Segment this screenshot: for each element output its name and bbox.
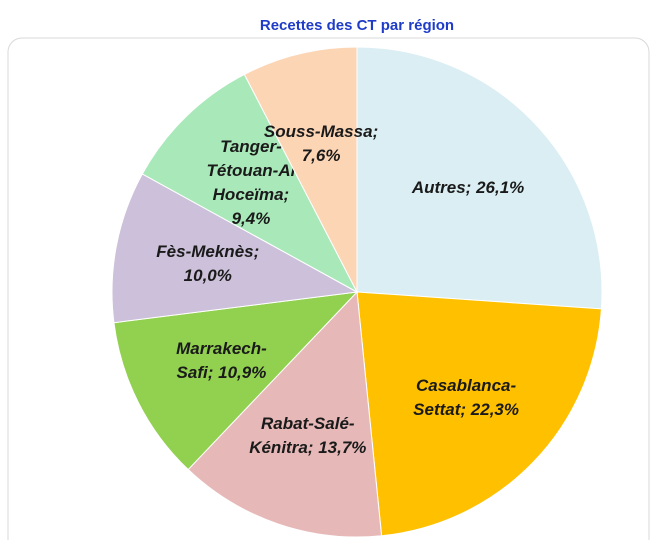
category-name: Tanger-Tétouan-Al Hoceïma xyxy=(206,137,296,205)
value-label: 10,9% xyxy=(218,362,267,382)
data-label: Marrakech-Safi; 10,9% xyxy=(162,306,280,416)
label-separator: ; xyxy=(372,122,379,142)
pie-slice xyxy=(187,290,383,538)
data-label: Fès-Meknès; 10,0% xyxy=(149,209,267,319)
label-separator: ; xyxy=(207,362,214,382)
category-name: Rabat-Salé-Kénitra xyxy=(249,413,355,457)
label-text: Souss-Massa; 7,6% xyxy=(262,120,380,168)
category-name: Autres xyxy=(411,178,466,198)
label-separator: ; xyxy=(307,437,314,457)
data-label: Tanger-Tétouan-Al Hoceïma; 9,4% xyxy=(192,128,310,238)
data-label: Autres; 26,1% xyxy=(409,133,527,243)
label-separator: ; xyxy=(460,399,467,419)
label-text: Casablanca-Settat; 22,3% xyxy=(407,374,525,422)
data-label: Souss-Massa; 7,6% xyxy=(262,89,380,199)
data-label: Casablanca-Settat; 22,3% xyxy=(407,343,525,453)
data-label-box: Tanger-Tétouan-Al Hoceïma; 9,4% xyxy=(192,128,310,238)
data-label-box: Casablanca-Settat; 22,3% xyxy=(407,343,525,453)
label-text: Tanger-Tétouan-Al Hoceïma; 9,4% xyxy=(192,135,310,231)
category-name: Casablanca-Settat xyxy=(413,375,517,419)
data-label-box: Rabat-Salé-Kénitra; 13,7% xyxy=(249,381,367,491)
label-separator: ; xyxy=(465,178,472,198)
pie-slice xyxy=(356,46,603,310)
label-text: Fès-Meknès; 10,0% xyxy=(149,240,267,288)
category-name: Fès-Meknès xyxy=(156,241,254,261)
pie-slice xyxy=(141,73,359,294)
value-label: 9,4% xyxy=(231,209,271,229)
value-label: 10,0% xyxy=(183,265,232,285)
data-label: Rabat-Salé-Kénitra; 13,7% xyxy=(249,381,367,491)
pie-slice xyxy=(356,291,602,537)
pie-slice xyxy=(113,291,359,471)
label-text: Autres; 26,1% xyxy=(412,176,524,200)
data-label-box: Fès-Meknès; 10,0% xyxy=(149,209,267,319)
value-label: 22,3% xyxy=(470,399,519,419)
label-text: Rabat-Salé-Kénitra; 13,7% xyxy=(249,412,367,460)
data-label-box: Autres; 26,1% xyxy=(409,133,527,243)
value-label: 7,6% xyxy=(301,146,341,166)
category-name: Marrakech-Safi xyxy=(176,338,267,382)
pie-slice xyxy=(111,173,359,324)
data-label-box: Marrakech-Safi; 10,9% xyxy=(162,306,280,416)
label-separator: ; xyxy=(283,185,290,205)
value-label: 26,1% xyxy=(476,178,525,198)
category-name: Souss-Massa xyxy=(263,122,373,142)
chart-title: Recettes des CT par région xyxy=(260,17,454,34)
pie-slice xyxy=(243,46,358,293)
label-separator: ; xyxy=(253,241,260,261)
label-text: Marrakech-Safi; 10,9% xyxy=(162,337,280,385)
value-label: 13,7% xyxy=(318,437,367,457)
data-label-box: Souss-Massa; 7,6% xyxy=(262,89,380,199)
